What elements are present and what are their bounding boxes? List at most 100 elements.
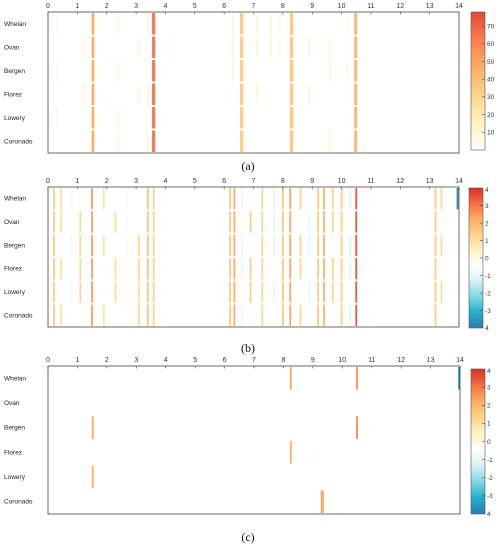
- event-stripe: [349, 188, 352, 210]
- x-tick-label: 13: [427, 357, 435, 364]
- event-stripe: [261, 304, 264, 326]
- x-tick-label: 5: [193, 357, 197, 364]
- event-stripe: [249, 211, 252, 233]
- x-tick-label: 1: [75, 178, 79, 185]
- event-stripe: [346, 60, 349, 82]
- event-stripe: [55, 107, 58, 129]
- event-stripe: [240, 130, 243, 152]
- colorbar-tick-label: -3: [485, 308, 491, 315]
- event-stripe: [153, 60, 156, 82]
- event-stripe: [138, 304, 140, 326]
- event-stripe: [114, 258, 117, 280]
- event-stripe: [281, 258, 284, 280]
- colorbar-tick-label: 20: [487, 112, 495, 119]
- colorbar-tick-label: 10: [487, 130, 495, 137]
- event-stripe: [240, 107, 243, 129]
- x-tick-label: 3: [134, 3, 138, 10]
- row-label: Ovan: [4, 44, 20, 51]
- event-stripe: [92, 36, 95, 58]
- row-label: Bergen: [4, 242, 25, 249]
- event-stripe: [261, 211, 264, 233]
- event-stripe: [240, 258, 243, 280]
- event-stripe: [281, 211, 284, 233]
- event-stripe: [328, 60, 331, 82]
- x-tick-label: 9: [311, 357, 315, 364]
- row-label: Florez: [4, 266, 22, 273]
- event-stripe: [290, 36, 292, 58]
- event-stripe: [355, 130, 358, 152]
- event-stripe: [91, 188, 93, 210]
- event-stripe: [299, 304, 302, 326]
- x-tick-label: 10: [338, 357, 346, 364]
- event-stripe: [241, 36, 244, 58]
- event-stripe: [52, 281, 55, 303]
- event-stripe: [92, 13, 95, 35]
- row-label: Coronado: [4, 499, 33, 506]
- event-stripe: [270, 36, 273, 58]
- event-stripe: [354, 60, 357, 82]
- event-stripe: [60, 258, 63, 280]
- event-stripe: [241, 107, 244, 129]
- x-tick-label: 6: [222, 178, 226, 185]
- event-stripe: [290, 13, 292, 35]
- colorbar-tick-label: -3: [487, 493, 493, 500]
- event-stripe: [323, 188, 325, 210]
- row-label: Bergen: [4, 425, 25, 432]
- colorbar-tick-label: 40: [487, 77, 495, 84]
- event-stripe: [82, 83, 85, 105]
- event-stripe: [152, 211, 155, 233]
- row-label: Whelan: [4, 375, 26, 382]
- x-tick-label: 14: [455, 3, 463, 10]
- event-stripe: [240, 234, 243, 256]
- event-stripe: [233, 188, 236, 210]
- event-stripe: [152, 234, 155, 256]
- event-stripe: [281, 188, 284, 210]
- event-stripe: [153, 83, 156, 105]
- event-stripe: [355, 60, 358, 82]
- event-stripe: [117, 107, 120, 129]
- event-stripe: [340, 258, 343, 280]
- x-tick-label: 1: [75, 357, 79, 364]
- event-stripe: [289, 211, 292, 233]
- event-stripe: [91, 304, 93, 326]
- event-stripe: [126, 234, 129, 256]
- event-stripe: [434, 211, 437, 233]
- event-stripe: [117, 130, 120, 152]
- heatmap-panel-1: 0 1 2 3 4 5 6 7 8 9 10 11 12 13 14WhelanOvanBergenFlor…: [4, 3, 495, 173]
- event-stripe: [289, 234, 292, 256]
- event-stripe: [322, 490, 325, 513]
- event-stripe: [355, 13, 358, 35]
- colorbar-tick-label: -1: [485, 273, 491, 280]
- event-stripe: [355, 281, 358, 303]
- event-stripe: [52, 211, 55, 233]
- event-stripe: [152, 36, 154, 58]
- event-stripe: [233, 304, 236, 326]
- event-stripe: [152, 60, 154, 82]
- event-stripe: [146, 211, 149, 233]
- colorbar-tick-label: 2: [485, 220, 489, 227]
- event-stripe: [331, 258, 334, 280]
- event-stripe: [317, 234, 319, 256]
- row-label: Florez: [4, 91, 22, 98]
- colorbar-min-label: 4: [485, 325, 489, 332]
- event-stripe: [146, 188, 149, 210]
- colorbar-tick-label: 1: [485, 238, 489, 245]
- event-stripe: [440, 188, 443, 210]
- event-stripe: [79, 211, 82, 233]
- event-stripe: [52, 258, 55, 280]
- event-stripe: [92, 107, 95, 129]
- event-stripe: [349, 304, 352, 326]
- colorbar-tick-label: 60: [487, 41, 495, 48]
- colorbar-tick-label: 0: [485, 255, 489, 262]
- event-stripe: [229, 188, 231, 210]
- row-label: Bergen: [4, 68, 25, 75]
- row-label: Lowery: [4, 474, 26, 481]
- event-stripe: [52, 304, 55, 326]
- x-tick-label: 10: [338, 178, 346, 185]
- event-stripe: [355, 36, 358, 58]
- event-stripe: [126, 211, 129, 233]
- colorbar-tick-label: -2: [485, 290, 491, 297]
- event-stripe: [356, 367, 358, 390]
- event-stripe: [291, 36, 294, 58]
- event-stripe: [323, 258, 325, 280]
